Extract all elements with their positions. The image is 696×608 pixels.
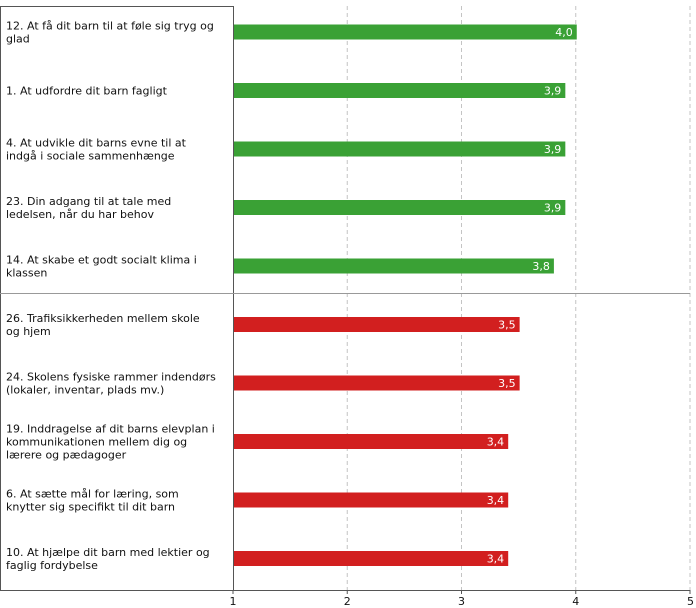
bar-row: 26. Trafiksikkerheden mellem skole og hje… — [6, 312, 520, 338]
chart-frame — [0, 6, 690, 591]
bar-row: 6. At sætte mål for læring, som knytter s… — [6, 488, 509, 514]
tick-label: 3 — [458, 595, 465, 608]
value-label: 3,9 — [544, 85, 562, 98]
category-label: 24. Skolens fysiske rammer indendørs (lok… — [6, 371, 216, 397]
bar — [234, 200, 566, 215]
category-label-line: 23. Din adgang til at tale med — [6, 195, 171, 208]
category-label: 14. At skabe et godt socialt klima i klas… — [6, 254, 197, 280]
value-label: 3,9 — [544, 202, 562, 215]
category-label-line: 12. At få dit barn til at føle sig tryg … — [6, 20, 214, 33]
category-label: 4. At udvikle dit barns evne til at indgå… — [6, 137, 187, 163]
category-label: 26. Trafiksikkerheden mellem skole og hje… — [6, 312, 200, 338]
category-label: 10. At hjælpe dit barn med lektier og fag… — [6, 546, 210, 572]
category-label-line: glad — [6, 33, 30, 46]
tick-label: 1 — [230, 595, 237, 608]
value-label: 3,4 — [487, 494, 505, 507]
bar-row: 1. At udfordre dit barn fagligt 3,9 — [6, 83, 566, 98]
category-label: 12. At få dit barn til at føle sig tryg … — [6, 20, 214, 46]
bar — [234, 83, 566, 98]
value-label: 3,5 — [498, 319, 516, 332]
bar-row: 10. At hjælpe dit barn med lektier og fag… — [6, 546, 509, 572]
x-axis-ticks: 1 2 3 4 5 — [230, 590, 694, 608]
category-label-line: 24. Skolens fysiske rammer indendørs — [6, 371, 216, 384]
bar — [234, 551, 509, 566]
category-label: 1. At udfordre dit barn fagligt — [6, 85, 168, 98]
bar — [234, 317, 520, 332]
value-label: 3,4 — [487, 436, 505, 449]
value-label: 3,5 — [498, 377, 516, 390]
bar-row: 12. At få dit barn til at føle sig tryg … — [6, 20, 577, 46]
bar — [234, 141, 566, 157]
value-label: 3,9 — [544, 143, 562, 156]
tick-label: 2 — [344, 595, 351, 608]
category-label-line: 26. Trafiksikkerheden mellem skole — [6, 312, 200, 325]
bar — [234, 434, 509, 449]
category-label-line: indgå i sociale sammenhænge — [6, 150, 175, 163]
category-label-line: knytter sig specifikt til dit barn — [6, 501, 175, 514]
category-label-line: (lokaler, inventar, plads mv.) — [6, 384, 164, 397]
bar — [234, 24, 577, 40]
category-label-line: 14. At skabe et godt socialt klima i — [6, 254, 197, 267]
category-label-line: lærere og pædagoger — [6, 449, 127, 462]
bar-row: 23. Din adgang til at tale med ledelsen, … — [6, 195, 566, 221]
category-label-line: 1. At udfordre dit barn fagligt — [6, 85, 168, 98]
bar-row: 14. At skabe et godt socialt klima i klas… — [6, 254, 554, 280]
value-label: 4,0 — [555, 26, 573, 39]
tick-label: 4 — [572, 595, 579, 608]
bar — [234, 258, 554, 274]
category-label-line: 19. Inddragelse af dit barns elevplan i — [6, 423, 215, 436]
bar — [234, 492, 509, 508]
bar-row: 4. At udvikle dit barns evne til at indgå… — [6, 137, 566, 163]
value-label: 3,4 — [487, 553, 505, 566]
category-label: 6. At sætte mål for læring, som knytter s… — [6, 488, 179, 514]
category-label-line: 6. At sætte mål for læring, som — [6, 488, 179, 501]
value-label: 3,8 — [532, 260, 550, 273]
bar — [234, 375, 520, 391]
category-label-line: klassen — [6, 267, 47, 280]
category-label-line: 4. At udvikle dit barns evne til at — [6, 137, 187, 150]
category-label: 23. Din adgang til at tale med ledelsen, … — [6, 195, 171, 221]
category-label-line: faglig fordybelse — [6, 559, 98, 572]
category-label-line: 10. At hjælpe dit barn med lektier og — [6, 546, 210, 559]
category-label-line: og hjem — [6, 325, 51, 338]
tick-label: 5 — [687, 595, 694, 608]
category-label-line: ledelsen, når du har behov — [6, 208, 154, 221]
chart-rows: 12. At få dit barn til at føle sig tryg … — [6, 20, 577, 572]
bar-row: 24. Skolens fysiske rammer indendørs (lok… — [6, 371, 520, 397]
category-label-line: kommunikationen mellem dig og — [6, 436, 187, 449]
